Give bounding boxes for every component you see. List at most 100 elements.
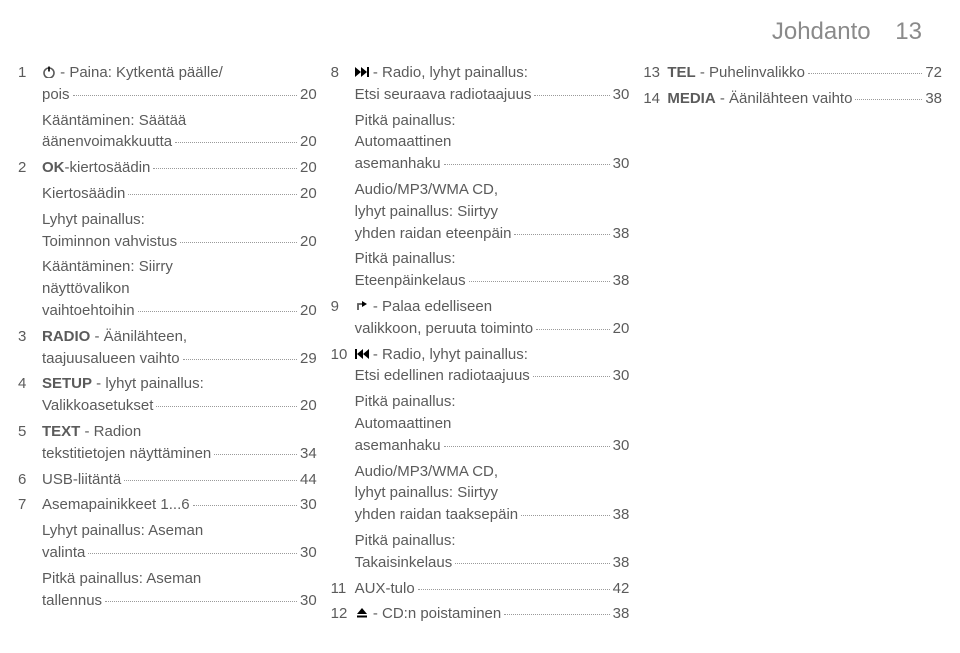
back-icon	[355, 300, 369, 312]
entry-number: 3	[18, 327, 42, 347]
entry-text: Lyhyt painallus: Aseman	[42, 521, 203, 541]
entry-line: Etsi edellinen radiotaajuus30	[331, 365, 630, 387]
entry: 11AUX-tulo42	[331, 578, 630, 600]
entry: Lyhyt painallus: Asemanvalinta30	[18, 520, 317, 564]
header-page: 13	[895, 18, 922, 45]
entry-number: 7	[18, 495, 42, 515]
leader-dots	[214, 454, 297, 455]
entry: 4SETUP - lyhyt painallus:Valikkoasetukse…	[18, 373, 317, 417]
entry-page: 20	[300, 396, 317, 416]
column-1: 1 - Paina: Kytkentä päälle/pois20 Kääntäm…	[18, 62, 317, 629]
entry-text: tekstitietojen näyttäminen	[42, 444, 211, 464]
entry-line: valinta30	[18, 542, 317, 564]
entry-text: Automaattinen	[355, 132, 452, 152]
entry-line: Pitkä painallus: Aseman	[18, 568, 317, 590]
leader-dots	[88, 553, 297, 554]
entry-line: näyttövalikon	[18, 278, 317, 300]
entry-text: Pitkä painallus:	[355, 531, 456, 551]
entry-number: 1	[18, 63, 42, 83]
rew-icon	[355, 348, 369, 360]
entry-number: 5	[18, 422, 42, 442]
entry-page: 30	[613, 436, 630, 456]
entry-line: 13TEL - Puhelinvalikko72	[643, 62, 942, 84]
entry-page: 20	[300, 184, 317, 204]
leader-dots	[534, 95, 609, 96]
entry-text: Lyhyt painallus:	[42, 210, 145, 230]
entry-text: Kiertosäädin	[42, 184, 125, 204]
entry-text: Pitkä painallus:	[355, 392, 456, 412]
entry-text: vaihtoehtoihin	[42, 301, 135, 321]
entry-line: Toiminnon vahvistus20	[18, 231, 317, 253]
entry-page: 20	[300, 158, 317, 178]
entry-page: 20	[300, 232, 317, 252]
entry-text: Etsi edellinen radiotaajuus	[355, 366, 530, 386]
entry-line: vaihtoehtoihin20	[18, 300, 317, 322]
entry: 7Asemapainikkeet 1...630	[18, 494, 317, 516]
entry-line: Pitkä painallus:	[331, 391, 630, 413]
entry-line: lyhyt painallus: Siirtyy	[331, 482, 630, 504]
entry-text: - Palaa edelliseen	[355, 297, 492, 317]
entry-line: Eteenpäinkelaus 38	[331, 270, 630, 292]
entry-number: 6	[18, 470, 42, 490]
column-3: 13TEL - Puhelinvalikko7214MEDIA - Äänilä…	[643, 62, 942, 629]
entry-text: Automaattinen	[355, 414, 452, 434]
leader-dots	[855, 99, 922, 100]
leader-dots	[156, 406, 297, 407]
entry-text: Audio/MP3/WMA CD,	[355, 180, 498, 200]
entry-text: Audio/MP3/WMA CD,	[355, 462, 498, 482]
entry: Pitkä painallus:Automaattinenasemanhaku3…	[331, 391, 630, 456]
entry-number: 14	[643, 89, 667, 109]
entry-text: Valikkoasetukset	[42, 396, 153, 416]
entry-line: 9 - Palaa edelliseen	[331, 296, 630, 318]
entry-text: USB-liitäntä	[42, 470, 121, 490]
leader-dots	[180, 242, 297, 243]
power-icon	[42, 66, 56, 78]
entry: 13TEL - Puhelinvalikko72	[643, 62, 942, 84]
entry: Pitkä painallus:Automaattinenasemanhaku3…	[331, 110, 630, 175]
eject-icon	[355, 607, 369, 619]
header-title: Johdanto	[772, 18, 871, 45]
entry-line: Kääntäminen: Säätää	[18, 110, 317, 132]
entry-line: äänenvoimakkuutta20	[18, 131, 317, 153]
entry-page: 38	[613, 604, 630, 624]
entry-line: taajuusalueen vaihto29	[18, 348, 317, 370]
entry-page: 30	[613, 154, 630, 174]
entry-line: Kiertosäädin 20	[18, 183, 317, 205]
leader-dots	[73, 95, 297, 96]
entry: Lyhyt painallus:Toiminnon vahvistus20	[18, 209, 317, 253]
entry-page: 29	[300, 349, 317, 369]
entry-text: valinta	[42, 543, 85, 563]
entry-text: Eteenpäinkelaus	[355, 271, 466, 291]
entry-number: 13	[643, 63, 667, 83]
entry-line: 10 - Radio, lyhyt painallus:	[331, 344, 630, 366]
entry: 1 - Paina: Kytkentä päälle/pois20	[18, 62, 317, 106]
entry-line: asemanhaku30	[331, 153, 630, 175]
entry-text: Takaisinkelaus	[355, 553, 453, 573]
entry: Kääntäminen: Siirrynäyttövalikonvaihtoeh…	[18, 256, 317, 321]
entry: Audio/MP3/WMA CD,lyhyt painallus: Siirty…	[331, 461, 630, 526]
entry-line: Kääntäminen: Siirry	[18, 256, 317, 278]
entry-line: Pitkä painallus:	[331, 530, 630, 552]
leader-dots	[444, 164, 610, 165]
entry: 5TEXT - Radiontekstitietojen näyttäminen…	[18, 421, 317, 465]
entry-line: valikkoon, peruuta toiminto20	[331, 318, 630, 340]
entry-page: 38	[613, 224, 630, 244]
entry-line: Valikkoasetukset 20	[18, 395, 317, 417]
entry-number: 10	[331, 345, 355, 365]
entry-page: 38	[613, 553, 630, 573]
leader-dots	[128, 194, 297, 195]
leader-dots	[444, 446, 610, 447]
entry-text: lyhyt painallus: Siirtyy	[355, 202, 498, 222]
entry-line: 12 - CD:n poistaminen38	[331, 603, 630, 625]
entry-line: pois20	[18, 84, 317, 106]
entry-text: Pitkä painallus: Aseman	[42, 569, 201, 589]
entry-text: TEL - Puhelinvalikko	[667, 63, 805, 83]
entry-line: 4SETUP - lyhyt painallus:	[18, 373, 317, 395]
leader-dots	[418, 589, 610, 590]
entry-page: 38	[613, 271, 630, 291]
entry-number: 2	[18, 158, 42, 178]
entry-page: 38	[613, 505, 630, 525]
entry: Kiertosäädin 20	[18, 183, 317, 205]
entry: Audio/MP3/WMA CD,lyhyt painallus: Siirty…	[331, 179, 630, 244]
leader-dots	[183, 359, 297, 360]
